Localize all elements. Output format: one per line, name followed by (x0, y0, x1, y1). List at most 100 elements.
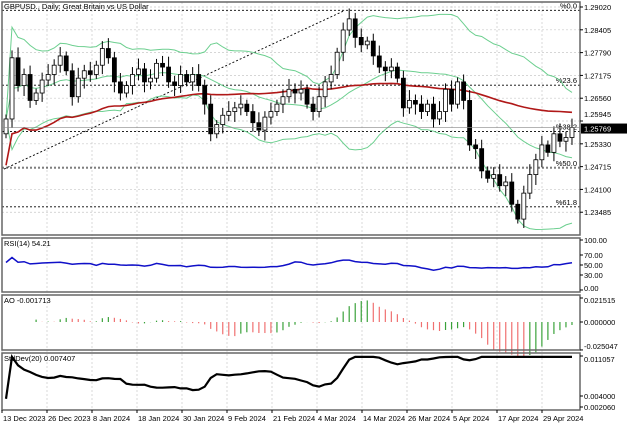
candle-body (376, 55, 382, 68)
y-tick-label: 50.00 (584, 261, 603, 270)
candle (15, 47, 21, 92)
candle-body (226, 111, 232, 116)
candle (214, 120, 220, 139)
middle-band (5, 69, 573, 159)
candle-body (413, 100, 418, 105)
candle (298, 80, 304, 101)
candle (340, 22, 346, 62)
y-tick-label: 0.000000 (584, 318, 615, 327)
candle-body (467, 100, 473, 146)
candle-body (400, 77, 406, 109)
candle-body (160, 62, 165, 68)
y-tick-label: 100.00 (584, 236, 607, 245)
candle-body (551, 133, 557, 153)
candle-body (443, 88, 448, 112)
candle-body (87, 70, 93, 75)
candle-body (316, 96, 322, 112)
candle (443, 83, 448, 122)
x-tick-label: 4 Mar 2024 (318, 414, 356, 423)
candle-body (208, 103, 214, 135)
stddev-label: StdDev(20) 0.007407 (4, 354, 75, 363)
candle-body (172, 81, 177, 87)
candle (226, 101, 232, 122)
candle (81, 64, 87, 89)
candle-body (407, 100, 412, 109)
candle-body (569, 127, 575, 138)
candle-body (93, 64, 99, 75)
candle (527, 164, 533, 200)
candle-body (3, 118, 9, 135)
candle-body (461, 81, 467, 101)
x-tick-label: 5 Apr 2024 (453, 414, 489, 423)
y-tick-label: 0.004000 (584, 392, 615, 401)
y-tick-label: 0.021515 (584, 296, 615, 305)
rsi-label: RSI(14) 54.21 (4, 239, 51, 248)
candle (491, 167, 497, 188)
candle-body (154, 62, 159, 79)
candle (268, 102, 274, 125)
y-tick-label: 0.011057 (584, 355, 615, 364)
candle (455, 77, 460, 109)
candle-body (99, 48, 105, 66)
candle-body (346, 18, 352, 31)
fibonacci-levels: %0.0 %23.6 %38.2 %50.0 %61.8 (2, 1, 580, 208)
candle (334, 47, 340, 79)
candle-body (57, 55, 63, 66)
candle-body (118, 81, 123, 94)
candle (184, 70, 190, 87)
candle-body (184, 74, 190, 83)
candle (208, 95, 214, 142)
x-tick-label: 26 Dec 2023 (48, 414, 91, 423)
candle (382, 61, 388, 82)
candle-body (539, 144, 545, 161)
candle (358, 28, 364, 53)
fib-level-label: %0.0 (560, 1, 577, 10)
candle-body (352, 18, 358, 38)
candle-body (358, 37, 364, 46)
candle (87, 61, 93, 82)
candle-body (473, 144, 479, 150)
candle-body (503, 181, 509, 187)
candle-body (497, 174, 503, 187)
candle (286, 78, 292, 103)
candle-body (382, 66, 388, 72)
axis-labels: 1.29020 1.28405 1.27790 1.27175 1.26560 1.259… (1, 3, 627, 423)
candle (563, 131, 569, 152)
lower-band (5, 94, 573, 231)
candle-body (388, 66, 394, 72)
candle (124, 81, 129, 98)
candle-body (124, 85, 129, 94)
y-tick-label: 1.29020 (584, 3, 611, 12)
y-tick-label: 1.24715 (584, 163, 611, 172)
candle (400, 70, 406, 117)
candle (33, 88, 39, 105)
candle (515, 199, 521, 224)
candle-body (322, 81, 328, 98)
candle (370, 33, 376, 65)
indicator-panels (4, 256, 573, 399)
candle-body (304, 88, 310, 105)
candle-body (485, 170, 491, 179)
candle-body (286, 88, 292, 98)
y-tick-label: 0.00 (584, 284, 599, 293)
candle (292, 83, 298, 104)
candle (45, 64, 51, 86)
candle-body (521, 192, 527, 220)
candle-body (27, 74, 33, 101)
candle (3, 114, 9, 139)
candle (69, 63, 75, 106)
candle (130, 67, 135, 95)
candle (75, 67, 81, 103)
candle (166, 56, 171, 88)
candle (51, 59, 57, 85)
x-tick-label: 13 Dec 2023 (3, 414, 46, 423)
x-tick-label: 8 Jan 2024 (93, 414, 130, 423)
candle (280, 89, 286, 114)
candle-body (310, 103, 316, 112)
candle (485, 166, 491, 183)
x-tick-label: 14 Mar 2024 (363, 414, 405, 423)
current-price-label: 1.25769 (584, 125, 611, 134)
candle-body (63, 55, 69, 72)
candle (250, 104, 256, 132)
